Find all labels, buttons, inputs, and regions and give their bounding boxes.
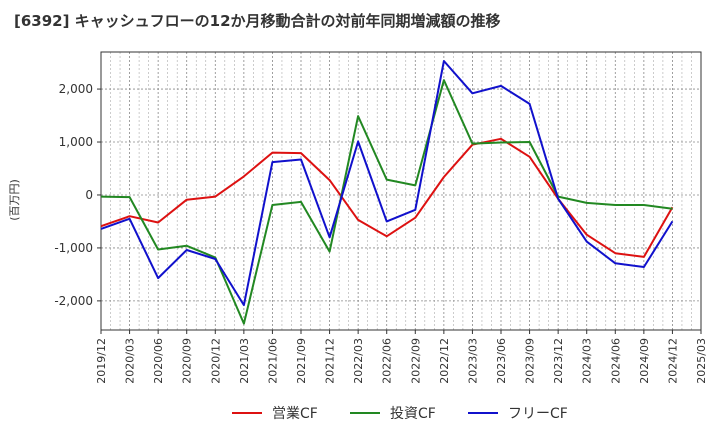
- x-tick-label: 2024/06: [609, 338, 622, 384]
- legend: 営業CF 投資CF フリーCF: [232, 406, 568, 422]
- legend-label: 投資CF: [390, 406, 436, 422]
- x-tick-label: 2020/06: [152, 338, 165, 384]
- chart-title: [6392] キャッシュフローの12か月移動合計の対前年同期増減額の推移: [14, 12, 501, 30]
- x-tick-label: 2023/09: [524, 338, 537, 384]
- x-tick-label: 2024/03: [581, 338, 594, 384]
- y-tick-label: 1,000: [59, 135, 93, 149]
- x-tick-label: 2023/03: [466, 338, 479, 384]
- x-tick-label: 2023/12: [552, 338, 565, 384]
- series-line-2: [100, 79, 673, 325]
- x-tick-label: 2020/09: [181, 338, 194, 384]
- x-tick-label: 2019/12: [95, 338, 108, 384]
- legend-label: 営業CF: [272, 406, 318, 422]
- series-layer: [100, 60, 674, 325]
- series-line-1: [100, 137, 674, 258]
- y-tick-label: -2,000: [54, 294, 93, 308]
- x-tick-label: 2020/03: [124, 338, 137, 384]
- x-tick-label: 2022/03: [352, 338, 365, 384]
- axis-layer: -2,000 -1,000 0 1,000 2,000 2019/12 2020/03 202…: [54, 51, 708, 384]
- y-tick-label: 2,000: [59, 82, 93, 96]
- y-tick-label: -1,000: [54, 241, 93, 255]
- x-tick-label: 2021/09: [295, 338, 308, 384]
- plot-frame: [100, 51, 702, 331]
- series-line-3: [100, 60, 674, 307]
- legend-label: フリーCF: [508, 406, 568, 422]
- x-tick-label: 2022/09: [409, 338, 422, 384]
- y-axis-label: (百万円): [8, 179, 21, 221]
- x-tick-label: 2024/12: [666, 338, 679, 384]
- x-tick-label: 2021/12: [324, 338, 337, 384]
- x-tick-label: 2022/06: [381, 338, 394, 384]
- x-tick-label: 2020/12: [209, 338, 222, 384]
- x-tick-label: 2021/03: [238, 338, 251, 384]
- x-tick-label: 2021/06: [266, 338, 279, 384]
- grid-layer: [100, 52, 702, 330]
- x-tick-label: 2025/03: [695, 338, 708, 384]
- x-tick-label: 2024/09: [638, 338, 651, 384]
- x-tick-label: 2022/12: [438, 338, 451, 384]
- x-tick-label: 2023/06: [495, 338, 508, 384]
- y-tick-label: 0: [85, 188, 93, 202]
